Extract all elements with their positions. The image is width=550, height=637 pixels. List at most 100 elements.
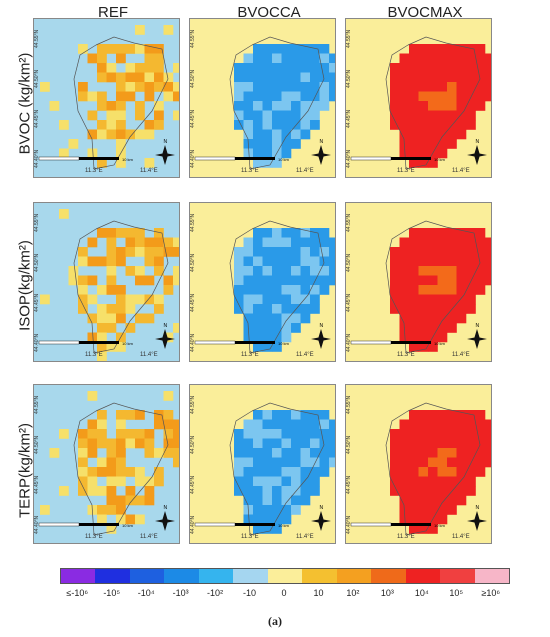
map-raster: 10 km N: [190, 19, 335, 177]
legend-label: 10⁵: [449, 588, 464, 598]
lat-tick-label: 44.55°N: [34, 29, 40, 48]
scale-bar-label: 10 km: [122, 157, 134, 162]
lat-tick-label: 44.45°N: [346, 293, 352, 312]
lon-tick-label: 11.3°E: [397, 168, 415, 174]
north-arrow-icon: [155, 145, 175, 165]
lat-tick-label: 44.50°N: [190, 69, 196, 88]
lon-tick-label: 11.4°E: [452, 168, 470, 174]
lat-tick-label: 44.40°N: [346, 149, 352, 168]
lat-tick-label: 44.55°N: [346, 213, 352, 232]
legend-label: -10⁵: [103, 588, 121, 598]
lat-tick-label: 44.55°N: [190, 395, 196, 414]
scale-bar-black: [235, 341, 275, 344]
lon-tick-label: 11.4°E: [296, 352, 314, 358]
lat-tick-label: 44.50°N: [190, 253, 196, 272]
region-outline: [73, 36, 169, 170]
row-title-terp: TERP(kg/km²): [16, 423, 34, 518]
lat-tick-label: 44.40°N: [346, 333, 352, 352]
scale-bar-black: [391, 523, 431, 526]
lat-tick-label: 44.40°N: [34, 333, 40, 352]
legend-swatch: [440, 569, 475, 583]
legend-swatch: [129, 569, 165, 583]
lat-tick-label: 44.50°N: [34, 69, 40, 88]
map-panel-bvoc-bvocca: 10 km N: [189, 18, 336, 178]
lat-tick-label: 44.45°N: [190, 293, 196, 312]
scale-bar-white: [194, 522, 236, 527]
legend-label: ≤-10⁶: [66, 588, 89, 598]
lon-tick-label: 11.4°E: [140, 168, 158, 174]
lat-tick-label: 44.40°N: [190, 515, 196, 534]
scale-bar-black: [79, 523, 119, 526]
lat-tick-label: 44.55°N: [34, 395, 40, 414]
scale-bar-label: 10 km: [434, 341, 446, 346]
lon-tick-label: 11.4°E: [296, 534, 314, 540]
lat-tick-label: 44.45°N: [34, 293, 40, 312]
legend-colorbar: [60, 568, 510, 584]
lat-tick-label: 44.40°N: [34, 149, 40, 168]
lat-tick-label: 44.50°N: [346, 253, 352, 272]
lon-tick-label: 11.4°E: [140, 352, 158, 358]
scale-bar-label: 10 km: [122, 523, 134, 528]
legend-label: -10⁴: [137, 588, 155, 598]
column-title-bvocca: BVOCCA: [237, 4, 301, 21]
region-outline: [229, 220, 325, 354]
north-arrow-icon: [311, 145, 331, 165]
map-raster: 10 km N: [346, 203, 491, 361]
scale-bar-black: [235, 157, 275, 160]
lon-tick-label: 11.3°E: [241, 534, 259, 540]
north-label: N: [320, 139, 324, 145]
map-panel-isop-ref: 10 km N: [33, 202, 180, 362]
scale-bar-label: 10 km: [434, 157, 446, 162]
region-outline: [73, 402, 169, 536]
legend-label: 0: [281, 588, 287, 598]
legend-label: 10³: [380, 588, 394, 598]
map-panel-terp-bvocmax: 10 km N: [345, 384, 492, 544]
scale-bar-white: [350, 340, 392, 345]
lat-tick-label: 44.45°N: [190, 109, 196, 128]
lat-tick-label: 44.50°N: [346, 69, 352, 88]
north-arrow-icon: [155, 511, 175, 531]
north-label: N: [476, 323, 480, 329]
lon-tick-label: 11.3°E: [85, 534, 103, 540]
lon-tick-label: 11.4°E: [296, 168, 314, 174]
lon-tick-label: 11.3°E: [241, 168, 259, 174]
lon-tick-label: 11.4°E: [452, 352, 470, 358]
lon-tick-label: 11.3°E: [85, 168, 103, 174]
legend-swatch: [267, 569, 303, 583]
scale-bar-white: [38, 156, 80, 161]
scale-bar-black: [235, 523, 275, 526]
lat-tick-label: 44.45°N: [190, 475, 196, 494]
map-raster: 10 km N: [34, 203, 179, 361]
map-panel-bvoc-ref: 10 km N: [33, 18, 180, 178]
legend-label: -10²: [207, 588, 224, 598]
north-arrow-icon: [467, 145, 487, 165]
lon-tick-label: 11.4°E: [140, 534, 158, 540]
scale-bar-label: 10 km: [278, 341, 290, 346]
lat-tick-label: 44.40°N: [190, 333, 196, 352]
lat-tick-label: 44.45°N: [34, 109, 40, 128]
north-label: N: [164, 139, 168, 145]
lat-tick-label: 44.55°N: [190, 213, 196, 232]
map-panel-isop-bvocca: 10 km N: [189, 202, 336, 362]
legend-label: ≥10⁶: [481, 588, 501, 598]
north-label: N: [320, 505, 324, 511]
scale-bar-label: 10 km: [122, 341, 134, 346]
legend-swatch: [233, 569, 268, 583]
lat-tick-label: 44.50°N: [34, 253, 40, 272]
region-outline: [73, 220, 169, 354]
map-panel-terp-bvocca: 10 km N: [189, 384, 336, 544]
map-panel-bvoc-bvocmax: 10 km N: [345, 18, 492, 178]
legend-swatch: [371, 569, 406, 583]
north-label: N: [164, 505, 168, 511]
figure-caption: (a): [268, 614, 282, 628]
north-label: N: [476, 505, 480, 511]
column-title-bvocmax: BVOCMAX: [387, 4, 463, 21]
scale-bar-white: [38, 340, 80, 345]
legend-swatch: [474, 569, 510, 583]
scale-bar-black: [79, 341, 119, 344]
lat-tick-label: 44.55°N: [346, 395, 352, 414]
north-arrow-icon: [155, 329, 175, 349]
lat-tick-label: 44.40°N: [346, 515, 352, 534]
lat-tick-label: 44.50°N: [190, 435, 196, 454]
lat-tick-label: 44.45°N: [34, 475, 40, 494]
